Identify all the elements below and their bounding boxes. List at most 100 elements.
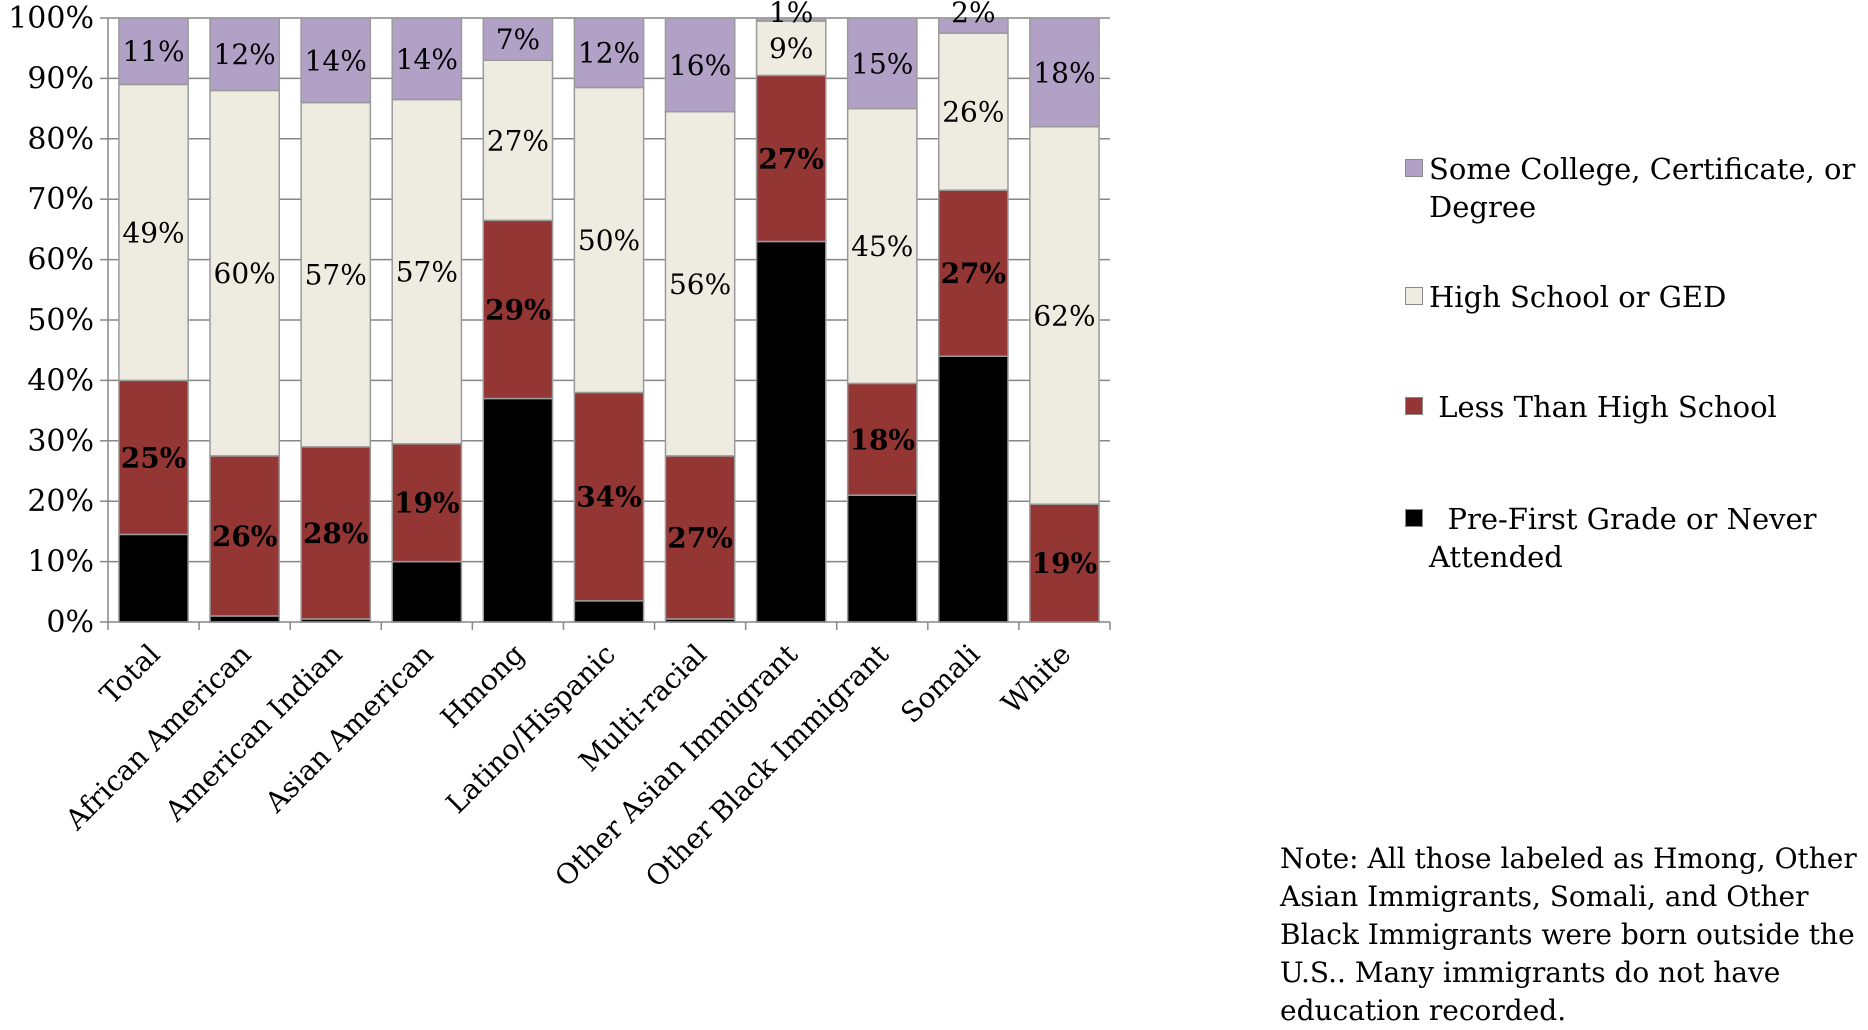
bars (118, 17, 1100, 623)
legend-swatch-less-than-high-school (1405, 397, 1423, 415)
data-label: 18% (849, 423, 915, 456)
data-label: 45% (851, 230, 913, 263)
data-label: 49% (122, 216, 184, 249)
x-tick-label: Somali (894, 638, 986, 730)
bar-segment (755, 17, 827, 22)
bar-segment (937, 189, 1009, 357)
data-label: 12% (214, 38, 276, 71)
y-tick-label: 90% (27, 61, 94, 96)
y-tick-label: 70% (27, 182, 94, 217)
legend-item-less-than-high-school: Less Than High School (1405, 388, 1860, 426)
data-label: 62% (1033, 299, 1095, 332)
bar-segment (300, 446, 372, 620)
bar-segment (482, 17, 554, 62)
data-label: 57% (396, 256, 458, 289)
bar-segment (1029, 125, 1100, 505)
bar-segment (573, 17, 645, 89)
bar-segment (664, 110, 736, 457)
bar-segment (755, 74, 827, 243)
data-label: 2% (951, 0, 995, 29)
bar-segment (209, 455, 281, 617)
legend-label-pre-first-grade: Pre-First Grade or Never Attended (1429, 502, 1817, 574)
data-label: 26% (212, 520, 278, 553)
bar-segment (573, 600, 645, 623)
data-label: 15% (851, 47, 913, 80)
bar-segment (300, 17, 372, 104)
bar-segment (300, 101, 372, 448)
legend-item-some-college: Some College, Certificate, or Degree (1405, 150, 1860, 226)
bar-segment (937, 17, 1009, 34)
data-label: 28% (303, 517, 369, 550)
legend-label-some-college: Some College, Certificate, or Degree (1429, 152, 1856, 224)
bar-segment (118, 533, 189, 623)
data-label: 27% (941, 257, 1007, 290)
bar-segment (482, 219, 554, 400)
bar-segment (846, 17, 918, 110)
bar-segment (846, 382, 918, 496)
bar-segment (482, 59, 554, 222)
bar-segment (1029, 17, 1100, 128)
y-tick-label: 80% (27, 122, 94, 157)
y-tick-label: 100% (8, 1, 94, 36)
bar-segment (573, 86, 645, 394)
data-label: 57% (305, 259, 367, 292)
data-label: 16% (669, 49, 731, 82)
data-label: 50% (578, 224, 640, 257)
data-label: 1% (769, 0, 813, 29)
legend-label-high-school: High School or GED (1429, 280, 1727, 314)
data-label: 26% (942, 96, 1004, 129)
data-label: 9% (769, 32, 813, 65)
y-tick-label: 20% (27, 484, 94, 519)
chart-note: Note: All those labeled as Hmong, Other … (1280, 842, 1857, 1027)
bar-segment (209, 17, 281, 92)
legend-item-high-school: High School or GED (1405, 278, 1860, 316)
x-tick-label: Total (93, 638, 166, 711)
y-tick-label: 30% (27, 424, 94, 459)
data-label: 27% (487, 124, 549, 157)
data-label: 60% (214, 257, 276, 290)
data-label: 14% (396, 43, 458, 76)
bar-segment (118, 379, 189, 536)
data-label: 27% (758, 142, 824, 175)
x-tick-label: Latino/Hispanic (440, 638, 622, 820)
data-label: 25% (121, 441, 187, 474)
bar-segment (937, 32, 1009, 191)
bar-segment (118, 83, 189, 382)
legend-swatch-some-college (1405, 159, 1423, 177)
bar-segment (391, 98, 463, 445)
bar-segment (664, 17, 736, 113)
bar-segment (209, 615, 281, 623)
bar-segment (755, 240, 827, 623)
data-label: 27% (667, 521, 733, 554)
data-label: 14% (305, 44, 367, 77)
y-tick-label: 0% (46, 605, 94, 640)
legend-item-pre-first-grade: Pre-First Grade or Never Attended (1405, 500, 1860, 576)
data-labels: 25% 49% 11% 26% 60% 12% 28% 57% 14% 19% 57% 14% 29% 2… (121, 0, 1097, 580)
legend-swatch-high-school (1405, 287, 1423, 305)
bar-segment (846, 107, 918, 385)
bar-segment (937, 355, 1009, 623)
data-label: 29% (485, 293, 551, 326)
x-tick-label: White (995, 638, 1077, 720)
y-tick-label: 60% (27, 243, 94, 278)
data-label: 19% (1032, 547, 1098, 580)
bar-segment (573, 391, 645, 602)
bar-segment (482, 397, 554, 623)
data-label: 7% (496, 23, 540, 56)
bar-segment (391, 560, 463, 623)
y-tick-label: 50% (27, 303, 94, 338)
data-label: 56% (669, 268, 731, 301)
data-label: 34% (576, 481, 642, 514)
data-label: 11% (122, 35, 184, 68)
y-tick-label: 10% (27, 545, 94, 580)
y-tick-label: 40% (27, 363, 94, 398)
data-label: 18% (1033, 56, 1095, 89)
data-label: 12% (578, 37, 640, 70)
bar-segment (209, 89, 281, 457)
x-tick-label: Asian American (258, 638, 440, 820)
legend-label-less-than-high-school: Less Than High School (1429, 390, 1777, 424)
bar-segment (755, 20, 827, 77)
legend-swatch-pre-first-grade (1405, 509, 1423, 527)
bar-segment (118, 17, 189, 86)
